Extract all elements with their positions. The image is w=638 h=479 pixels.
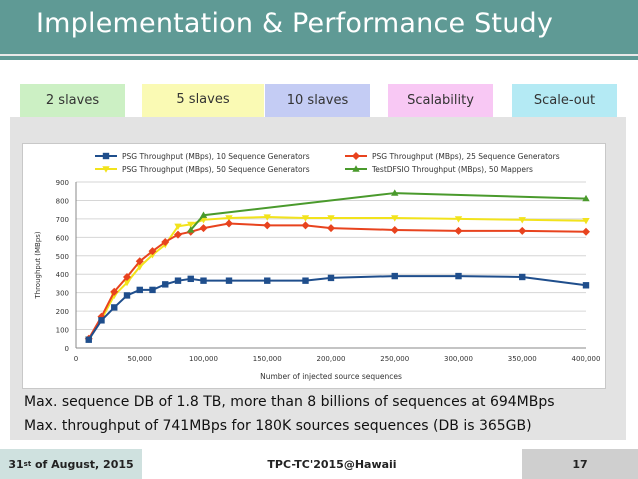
y-tick-label: 900 bbox=[56, 179, 69, 187]
data-point-s2 bbox=[225, 215, 233, 222]
footer-date-suffix: st bbox=[23, 460, 32, 468]
footer-conference: TPC-TC'2015@Hawaii bbox=[142, 449, 522, 479]
x-tick-label: 0 bbox=[74, 355, 78, 363]
data-point-s2 bbox=[136, 264, 144, 271]
tab-10-slaves[interactable]: 10 slaves bbox=[265, 84, 370, 117]
data-point-s0 bbox=[98, 317, 105, 324]
data-point-s1 bbox=[123, 272, 131, 281]
tab-scale-out[interactable]: Scale-out bbox=[512, 84, 617, 117]
data-point-s2 bbox=[263, 214, 271, 221]
data-point-s3 bbox=[582, 194, 590, 202]
data-point-s0 bbox=[327, 274, 335, 282]
x-tick-label: 300,000 bbox=[444, 355, 473, 363]
legend-label: PSG Throughput (MBps), 25 Sequence Gener… bbox=[372, 152, 560, 161]
data-point-s1 bbox=[148, 247, 157, 256]
caption-line-2: Max. throughput of 741MBps for 180K sour… bbox=[24, 418, 532, 434]
data-point-s1 bbox=[390, 225, 399, 234]
x-tick-label: 400,000 bbox=[572, 355, 601, 363]
data-point-s0 bbox=[162, 281, 169, 288]
data-point-s2 bbox=[123, 279, 131, 287]
legend-swatch-marker bbox=[102, 152, 110, 160]
y-tick-label: 300 bbox=[56, 290, 69, 298]
data-point-s2 bbox=[582, 218, 590, 225]
data-point-s0 bbox=[455, 272, 462, 280]
footer-date-rest: of August, 2015 bbox=[31, 457, 134, 471]
data-point-s0 bbox=[149, 286, 156, 294]
series-line-1 bbox=[87, 222, 587, 340]
data-point-s0 bbox=[225, 277, 233, 284]
data-point-s0 bbox=[519, 273, 526, 281]
x-tick-label: 350,000 bbox=[508, 355, 537, 363]
legend-label: PSG Throughput (MBps), 10 Sequence Gener… bbox=[122, 152, 310, 161]
data-point-s1 bbox=[135, 257, 144, 266]
footer-date-day: 31 bbox=[8, 457, 24, 471]
data-point-s2 bbox=[518, 217, 526, 224]
data-point-s0 bbox=[391, 272, 398, 280]
data-point-s0 bbox=[200, 277, 207, 284]
data-point-s0 bbox=[187, 275, 194, 283]
title-bar: Implementation & Performance Study bbox=[0, 0, 638, 60]
chart-frame: 0 100 200 300 400 500 600 700 800 900 0 50,000 100,0… bbox=[22, 143, 606, 389]
data-point-s0 bbox=[582, 282, 590, 289]
data-point-s1 bbox=[174, 230, 182, 239]
data-point-s2 bbox=[391, 215, 399, 222]
x-tick-label: 50,000 bbox=[128, 355, 153, 363]
data-point-s0 bbox=[85, 336, 92, 343]
x-tick-label: 150,000 bbox=[253, 355, 282, 363]
slide-title: Implementation & Performance Study bbox=[36, 8, 554, 39]
data-point-s3 bbox=[187, 226, 195, 233]
data-point-s0 bbox=[136, 286, 143, 294]
y-tick-label: 100 bbox=[56, 327, 69, 335]
data-point-s1 bbox=[454, 226, 463, 235]
data-point-s1 bbox=[110, 287, 119, 296]
data-point-s1 bbox=[327, 224, 335, 233]
data-point-s0 bbox=[302, 277, 309, 284]
data-point-s1 bbox=[301, 221, 310, 230]
data-point-s2 bbox=[174, 223, 182, 230]
legend-swatch-marker bbox=[352, 165, 360, 172]
data-point-s1 bbox=[518, 226, 527, 235]
caption-line-1: Max. sequence DB of 1.8 TB, more than 8 … bbox=[24, 394, 555, 410]
legend-label: PSG Throughput (MBps), 50 Sequence Gener… bbox=[122, 165, 310, 174]
page-number: 17 bbox=[522, 449, 638, 479]
data-point-s0 bbox=[174, 277, 182, 284]
data-point-s0 bbox=[111, 304, 118, 311]
data-point-s1 bbox=[582, 227, 590, 236]
data-point-s1 bbox=[263, 221, 272, 230]
throughput-chart: 0 100 200 300 400 500 600 700 800 900 0 50,000 100,0… bbox=[34, 152, 601, 381]
y-tick-label: 400 bbox=[56, 271, 69, 279]
legend-swatch-marker bbox=[102, 166, 110, 173]
tab-scalability[interactable]: Scalability bbox=[388, 84, 493, 117]
data-point-s3 bbox=[199, 211, 208, 218]
data-point-s2 bbox=[187, 221, 195, 229]
data-point-s1 bbox=[161, 237, 170, 246]
tab-2-slaves[interactable]: 2 slaves bbox=[20, 84, 125, 117]
data-point-s3 bbox=[391, 189, 399, 196]
legend-label: TestDFSIO Throughput (MBps), 50 Mappers bbox=[371, 165, 533, 174]
data-point-s0 bbox=[123, 292, 131, 299]
title-divider bbox=[0, 54, 638, 56]
x-tick-label: 250,000 bbox=[380, 355, 409, 363]
legend-swatch-marker bbox=[352, 152, 360, 160]
y-tick-label: 700 bbox=[56, 216, 69, 224]
x-axis-label: Number of injected source sequences bbox=[260, 372, 402, 381]
data-point-s2 bbox=[327, 215, 335, 222]
data-point-s1 bbox=[199, 224, 208, 233]
plot-area bbox=[76, 182, 586, 348]
x-tick-label: 100,000 bbox=[189, 355, 218, 363]
y-tick-label: 800 bbox=[56, 197, 69, 205]
y-tick-label: 500 bbox=[56, 253, 69, 261]
y-tick-label: 200 bbox=[56, 308, 69, 316]
data-point-s1 bbox=[225, 219, 233, 228]
y-tick-label: 0 bbox=[65, 345, 69, 353]
data-point-s2 bbox=[454, 216, 463, 223]
y-axis-label: Throughput (MBps) bbox=[34, 231, 42, 300]
y-tick-label: 600 bbox=[56, 234, 69, 242]
series-line-3 bbox=[189, 192, 587, 231]
data-point-s0 bbox=[264, 277, 271, 284]
data-point-s2 bbox=[301, 215, 310, 222]
x-tick-label: 200,000 bbox=[317, 355, 346, 363]
